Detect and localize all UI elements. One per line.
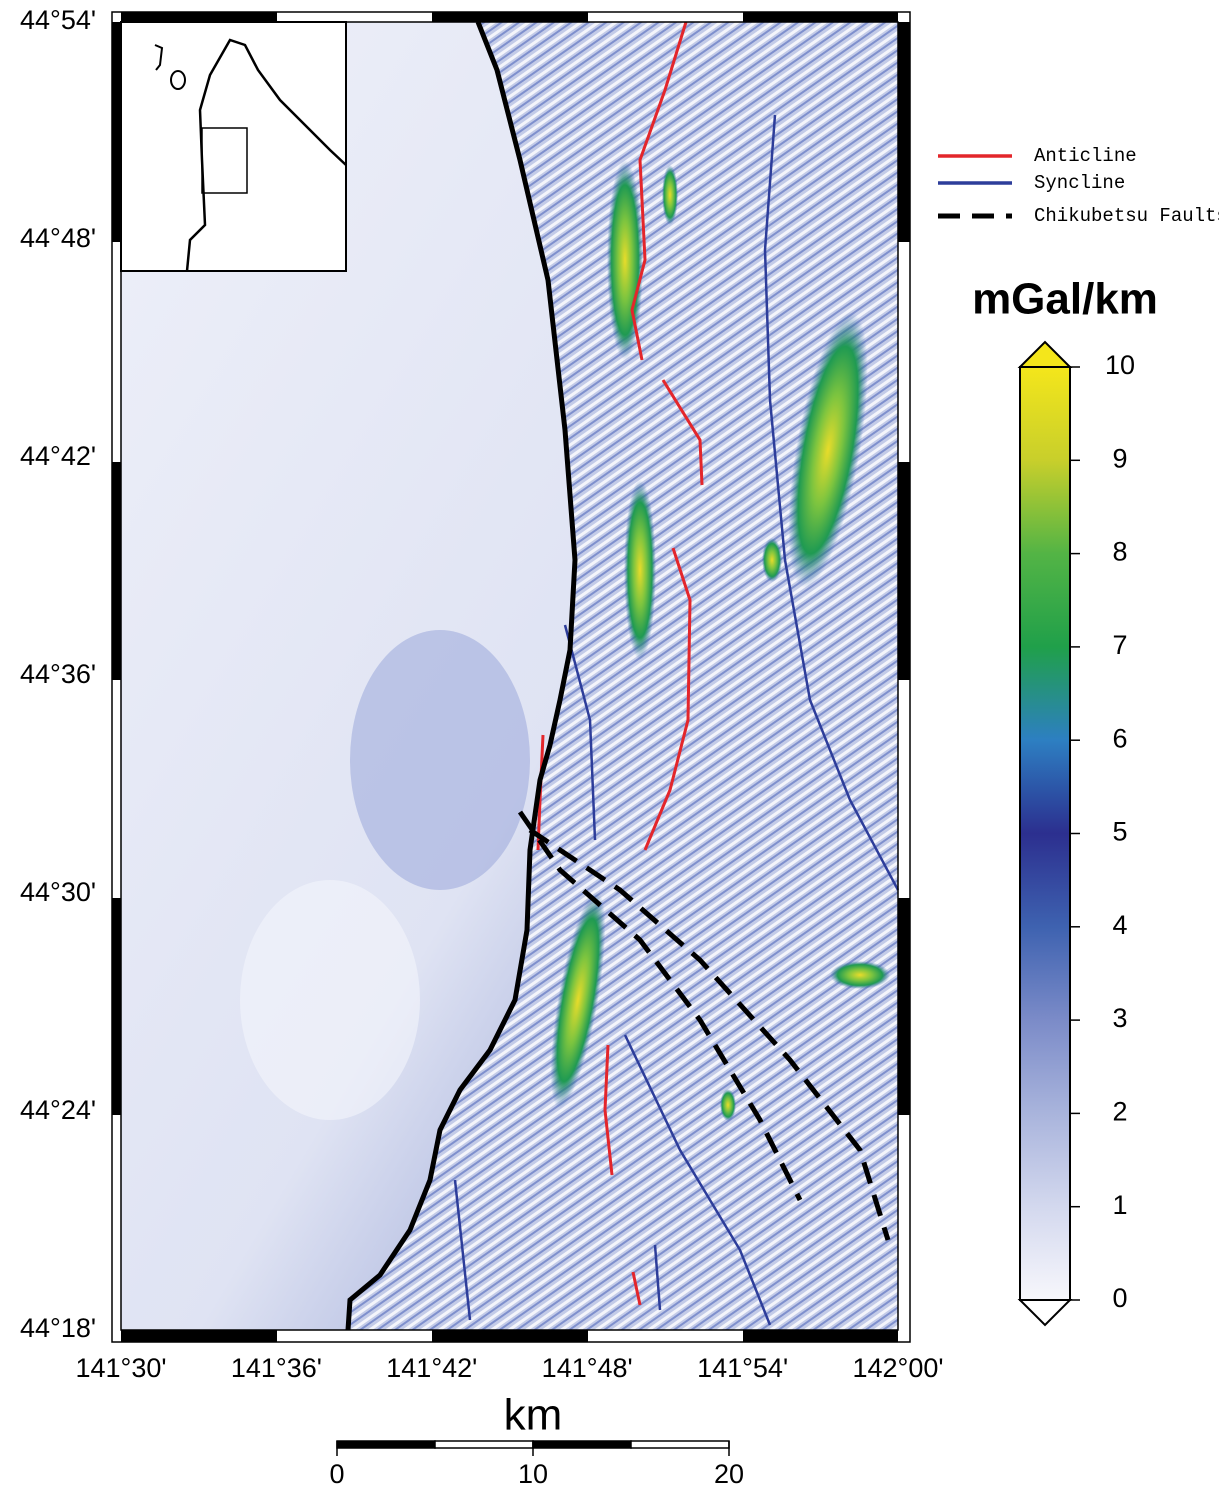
scale-segment xyxy=(435,1441,533,1448)
colorbar-tick-label: 2 xyxy=(1112,1097,1127,1127)
colorbar-tick-label: 0 xyxy=(1112,1283,1127,1313)
offshore-anomaly xyxy=(350,630,530,890)
anomaly xyxy=(720,1089,736,1121)
map xyxy=(112,12,910,1342)
lat-tick-label: 44°30' xyxy=(20,877,96,907)
colorbar-title: mGal/km xyxy=(972,275,1158,324)
lat-tick-label: 44°48' xyxy=(20,223,96,253)
lon-tick-label: 142°00' xyxy=(852,1353,943,1383)
anomaly xyxy=(624,480,656,660)
colorbar-tick-label: 1 xyxy=(1112,1190,1127,1220)
colorbar-tick-label: 3 xyxy=(1112,1003,1127,1033)
anomaly xyxy=(607,160,643,360)
colorbar-tick-label: 9 xyxy=(1112,443,1127,473)
anomaly xyxy=(762,538,782,582)
scale-tick-label: 0 xyxy=(329,1459,344,1489)
lat-tick-label: 44°24' xyxy=(20,1095,96,1125)
map-figure: 44°54' 44°48' 44°42' 44°36' 44°30' 44°24' 44°1… xyxy=(0,0,1219,1490)
colorbar-max-arrow xyxy=(1020,342,1070,367)
colorbar-tick-label: 8 xyxy=(1112,537,1127,567)
lon-tick-label: 141°42' xyxy=(386,1353,477,1383)
legend: Anticline Syncline Chikubetsu Faults xyxy=(938,145,1219,227)
legend-label: Syncline xyxy=(1034,172,1125,194)
colorbar-tick-label: 7 xyxy=(1112,630,1127,660)
anomaly xyxy=(830,961,890,989)
lat-tick-label: 44°42' xyxy=(20,441,96,471)
legend-label: Chikubetsu Faults xyxy=(1034,205,1219,227)
offshore-anomaly xyxy=(240,880,420,1120)
lon-tick-label: 141°54' xyxy=(697,1353,788,1383)
scale-tick-label: 20 xyxy=(714,1459,744,1489)
inset-frame xyxy=(121,22,346,271)
colorbar-tick-label: 5 xyxy=(1112,817,1127,847)
lat-tick-label: 44°54' xyxy=(20,5,96,35)
lon-tick-label: 141°48' xyxy=(542,1353,633,1383)
lon-tick-label: 141°30' xyxy=(75,1353,166,1383)
lon-tick-label: 141°36' xyxy=(231,1353,322,1383)
scale-segment xyxy=(337,1441,435,1448)
colorbar-tick-label: 4 xyxy=(1112,910,1127,940)
inset-map xyxy=(121,22,346,271)
colorbar-tick-label: 6 xyxy=(1112,723,1127,753)
scale-bar: km 0 10 20 xyxy=(329,1391,744,1490)
legend-label: Anticline xyxy=(1034,145,1137,167)
lat-tick-label: 44°36' xyxy=(20,659,96,689)
colorbar: mGal/km 0 1 2 3 4 5 6 7 8 9 10 xyxy=(972,275,1158,1325)
colorbar-tick-label: 10 xyxy=(1105,350,1135,380)
scale-segment xyxy=(533,1441,631,1448)
lat-tick-label: 44°18' xyxy=(20,1313,96,1343)
scale-bar-title: km xyxy=(504,1391,563,1440)
page: { "map": { "lat_ticks": ["44°54'", "44°4… xyxy=(0,0,1219,1490)
scale-segment xyxy=(631,1441,729,1448)
scale-tick-label: 10 xyxy=(518,1459,548,1489)
anomaly xyxy=(662,165,678,225)
colorbar-body xyxy=(1020,367,1070,1300)
colorbar-min-arrow xyxy=(1020,1300,1070,1325)
